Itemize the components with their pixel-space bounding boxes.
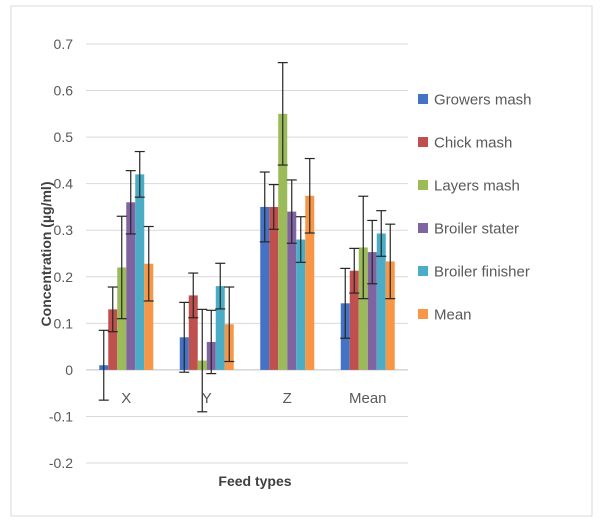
bar [305,195,315,370]
legend-label: Chick mash [434,135,512,152]
legend-swatch [418,137,428,147]
x-axis-label: Feed types [218,473,291,489]
bar [296,239,306,370]
y-tick-label: 0.6 [54,83,74,99]
legend-swatch [418,266,428,276]
x-axis-tick-labels: X Y Z Mean [121,390,386,407]
y-tick-label: 0.2 [54,269,74,285]
legend-label: Broiler stater [434,221,519,238]
y-tick-label: -0.1 [49,408,73,424]
y-tick-label: 0.7 [54,36,74,52]
bar [269,206,279,370]
bar [287,211,297,370]
bar [260,206,270,370]
x-tick-label: Z [283,390,292,407]
bar [376,233,386,370]
y-axis-label: Concentration (µg/ml) [38,182,54,327]
legend-swatch [418,223,428,233]
legend-label: Mean [434,307,472,324]
y-tick-label: 0.1 [54,315,74,331]
y-tick-label: 0 [65,362,73,378]
y-axis-tick-labels: -0.2 -0.1 0 0.1 0.2 0.3 0.4 0.5 0.6 0.7 [49,36,73,471]
gridlines [86,43,408,464]
bar [385,261,395,370]
legend-swatch [418,180,428,190]
error-bars [98,62,396,413]
bar [349,270,359,370]
legend-swatch [418,94,428,104]
y-tick-label: -0.2 [49,455,73,471]
legend-swatch [418,309,428,319]
bar [358,247,368,370]
legend-label: Growers mash [434,92,532,109]
y-tick-label: 0.4 [54,176,74,192]
y-tick-label: 0.5 [54,129,74,145]
x-tick-label: X [121,390,131,407]
bar [278,113,288,370]
bar [126,202,136,370]
legend-label: Layers mash [434,178,520,195]
bar [144,263,154,370]
bar [215,286,225,370]
y-tick-label: 0.3 [54,222,74,238]
bar [135,174,145,370]
x-tick-label: Mean [349,390,387,407]
legend: Growers mash Chick mash Layers mash Broiler… [418,92,532,324]
bar [108,309,118,370]
x-tick-label: Y [202,390,212,407]
bar [367,252,377,370]
bar [188,295,198,370]
legend-label: Broiler finisher [434,264,530,281]
